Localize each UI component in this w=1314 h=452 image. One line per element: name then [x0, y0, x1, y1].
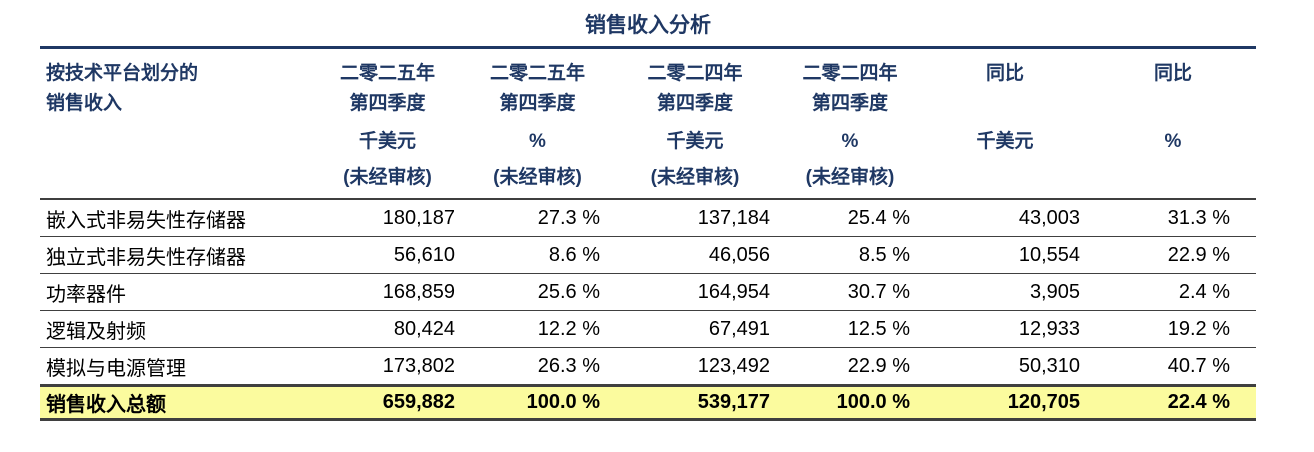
table-row: 功率器件 168,859 25.6 % 164,954 30.7 % 3,905… — [40, 274, 1256, 311]
header-spacer — [1090, 89, 1256, 119]
revenue-table: 销售收入分析 按技术平台划分的 销售收入 二零二五年 第四季度 千美元 (未经审… — [40, 8, 1256, 421]
cell-value: 67,491 — [708, 317, 770, 340]
header-cell-yoy-pct: 同比 % — [1090, 49, 1256, 193]
header-note: (未经审核) — [805, 167, 895, 188]
cell-value: 25.6 % — [537, 280, 600, 303]
cell-value: 8.6 % — [548, 243, 600, 266]
page-title: 销售收入分析 — [585, 14, 711, 37]
header-cell-q4-2025-pct: 二零二五年 第四季度 % (未经审核) — [465, 49, 610, 193]
total-value: 100.0 % — [836, 391, 910, 413]
row-label: 嵌入式非易失性存储器 — [46, 209, 246, 232]
header-quarter: 第四季度 — [656, 93, 733, 114]
header-quarter: 第四季度 — [349, 93, 426, 114]
header-quarter: 第四季度 — [499, 93, 576, 114]
header-year: 二零二四年 — [647, 63, 743, 84]
cell-value: 25.4 % — [847, 206, 910, 229]
total-row: 销售收入总额 659,882 100.0 % 539,177 100.0 % 1… — [40, 385, 1256, 421]
cell-value: 123,492 — [697, 354, 770, 377]
header-cell-q4-2024-pct: 二零二四年 第四季度 % (未经审核) — [780, 49, 920, 193]
header-note — [920, 163, 1090, 193]
header-note — [1090, 163, 1256, 193]
header-year: 二零二四年 — [802, 63, 898, 84]
cell-value: 26.3 % — [537, 354, 600, 377]
table-row: 逻辑及射频 80,424 12.2 % 67,491 12.5 % 12,933… — [40, 311, 1256, 348]
header-spacer — [920, 89, 1090, 119]
cell-value: 12.2 % — [537, 317, 600, 340]
header-yoy: 同比 — [985, 63, 1024, 84]
row-label: 逻辑及射频 — [46, 320, 146, 343]
cell-value: 12,933 — [1018, 317, 1080, 340]
total-label: 销售收入总额 — [46, 394, 166, 416]
header-platform-line2: 销售收入 — [46, 93, 123, 114]
header-cell-platform: 按技术平台划分的 销售收入 — [40, 49, 310, 119]
cell-value: 22.9 % — [1167, 243, 1230, 266]
header-note: (未经审核) — [650, 167, 740, 188]
cell-value: 137,184 — [697, 206, 770, 229]
total-value: 120,705 — [1007, 391, 1080, 413]
header-unit: % — [1164, 131, 1182, 152]
cell-value: 12.5 % — [847, 317, 910, 340]
cell-value: 40.7 % — [1167, 354, 1230, 377]
title-rule — [40, 46, 1256, 49]
header-yoy: 同比 — [1153, 63, 1192, 84]
header-unit: 千美元 — [666, 131, 724, 152]
cell-value: 43,003 — [1018, 206, 1080, 229]
table-row: 模拟与电源管理 173,802 26.3 % 123,492 22.9 % 50… — [40, 348, 1256, 385]
table-header: 按技术平台划分的 销售收入 二零二五年 第四季度 千美元 (未经审核) 二零二五… — [40, 49, 1256, 200]
header-unit: % — [529, 131, 546, 152]
cell-value: 180,187 — [382, 206, 455, 229]
cell-value: 56,610 — [393, 243, 455, 266]
cell-value: 10,554 — [1018, 243, 1080, 266]
row-label: 功率器件 — [46, 283, 126, 306]
row-label: 模拟与电源管理 — [46, 357, 186, 380]
table-row: 嵌入式非易失性存储器 180,187 27.3 % 137,184 25.4 %… — [40, 200, 1256, 237]
total-value: 659,882 — [382, 391, 455, 413]
cell-value: 3,905 — [1029, 280, 1080, 303]
header-year: 二零二五年 — [489, 63, 585, 84]
cell-value: 80,424 — [393, 317, 455, 340]
header-cell-q4-2024-usd: 二零二四年 第四季度 千美元 (未经审核) — [610, 49, 780, 193]
cell-value: 2.4 % — [1178, 280, 1230, 303]
cell-value: 46,056 — [708, 243, 770, 266]
cell-value: 27.3 % — [537, 206, 600, 229]
header-unit: % — [841, 131, 859, 152]
cell-value: 164,954 — [697, 280, 770, 303]
cell-value: 22.9 % — [847, 354, 910, 377]
total-value: 100.0 % — [526, 391, 600, 413]
header-cell-yoy-usd: 同比 千美元 — [920, 49, 1090, 193]
header-unit: 千美元 — [976, 131, 1034, 152]
row-label: 独立式非易失性存储器 — [46, 246, 246, 269]
header-unit: 千美元 — [358, 131, 416, 152]
header-platform-line1: 按技术平台划分的 — [46, 63, 199, 84]
header-note: (未经审核) — [493, 167, 582, 188]
header-year: 二零二五年 — [339, 63, 435, 84]
total-value: 539,177 — [697, 391, 770, 413]
cell-value: 8.5 % — [858, 243, 910, 266]
table-row: 独立式非易失性存储器 56,610 8.6 % 46,056 8.5 % 10,… — [40, 237, 1256, 274]
header-note: (未经审核) — [343, 167, 432, 188]
cell-value: 30.7 % — [847, 280, 910, 303]
cell-value: 19.2 % — [1167, 317, 1230, 340]
cell-value: 173,802 — [382, 354, 455, 377]
total-value: 22.4 % — [1167, 391, 1230, 413]
header-cell-q4-2025-usd: 二零二五年 第四季度 千美元 (未经审核) — [310, 49, 465, 193]
cell-value: 31.3 % — [1167, 206, 1230, 229]
header-quarter: 第四季度 — [811, 93, 888, 114]
cell-value: 50,310 — [1018, 354, 1080, 377]
cell-value: 168,859 — [382, 280, 455, 303]
